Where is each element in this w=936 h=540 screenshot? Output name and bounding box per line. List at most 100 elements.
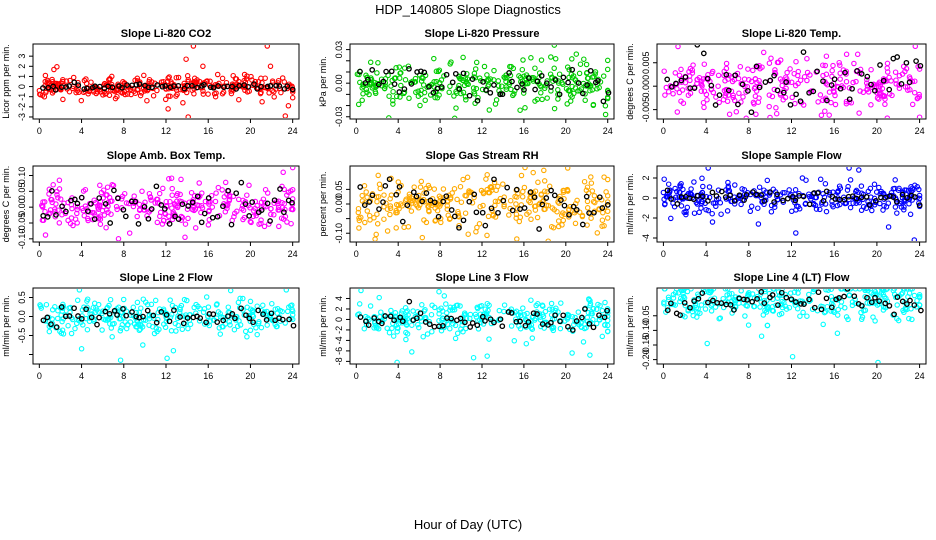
data-point bbox=[810, 289, 817, 295]
data-point bbox=[592, 199, 598, 206]
mean-point bbox=[811, 304, 818, 311]
data-point bbox=[853, 78, 859, 85]
data-point bbox=[276, 207, 283, 213]
mean-point bbox=[756, 84, 763, 91]
data-point bbox=[682, 79, 689, 86]
data-point bbox=[144, 213, 150, 219]
data-point bbox=[81, 212, 88, 219]
mean-point bbox=[600, 98, 607, 105]
data-point bbox=[225, 304, 232, 310]
data-point bbox=[195, 194, 202, 201]
data-point bbox=[484, 186, 490, 193]
data-point bbox=[689, 195, 696, 201]
mean-point bbox=[868, 81, 874, 88]
mean-point bbox=[853, 195, 860, 202]
x-tick-label: 0 bbox=[37, 249, 42, 259]
panel-title: Slope Li-820 CO2 bbox=[121, 28, 211, 40]
mean-point bbox=[705, 299, 711, 306]
mean-point bbox=[189, 199, 196, 206]
data-point bbox=[431, 186, 438, 192]
data-point bbox=[592, 71, 598, 77]
data-point bbox=[359, 97, 365, 104]
mean-point bbox=[399, 318, 406, 325]
data-point bbox=[485, 307, 491, 314]
data-point bbox=[79, 205, 86, 212]
data-point bbox=[586, 296, 592, 302]
mean-point bbox=[148, 206, 155, 212]
data-point bbox=[452, 335, 459, 342]
data-point bbox=[356, 301, 363, 307]
mean-point bbox=[413, 315, 420, 322]
data-point bbox=[748, 78, 755, 85]
mean-point bbox=[495, 209, 501, 216]
data-point bbox=[200, 88, 206, 94]
mean-point bbox=[177, 314, 183, 320]
data-point bbox=[69, 205, 75, 212]
mean-point bbox=[483, 87, 489, 93]
data-point bbox=[59, 318, 65, 325]
x-tick-label: 20 bbox=[245, 249, 255, 259]
data-point bbox=[284, 308, 291, 315]
data-point bbox=[51, 66, 57, 73]
data-point bbox=[466, 188, 472, 194]
outlier-point bbox=[264, 45, 271, 49]
mean-point bbox=[482, 222, 489, 229]
data-point bbox=[545, 202, 552, 209]
data-point bbox=[588, 174, 594, 180]
data-point bbox=[569, 313, 576, 320]
data-point bbox=[112, 95, 119, 102]
panel-title: Slope Li-820 Pressure bbox=[425, 28, 540, 40]
data-point bbox=[787, 66, 793, 72]
data-point bbox=[583, 61, 590, 68]
data-point bbox=[874, 95, 881, 101]
data-point bbox=[564, 167, 571, 171]
data-point bbox=[885, 200, 892, 206]
data-point bbox=[564, 64, 571, 70]
data-point bbox=[491, 179, 498, 186]
data-point bbox=[723, 90, 729, 97]
mean-point bbox=[388, 68, 395, 75]
data-point bbox=[479, 86, 486, 93]
mean-point bbox=[775, 302, 781, 308]
data-point bbox=[448, 59, 454, 65]
data-point bbox=[272, 306, 279, 312]
data-point bbox=[569, 56, 575, 62]
data-point bbox=[604, 215, 611, 221]
data-point bbox=[251, 208, 257, 214]
x-tick-label: 20 bbox=[245, 371, 255, 381]
mean-point bbox=[263, 317, 270, 323]
mean-point bbox=[491, 82, 497, 88]
data-point bbox=[393, 209, 399, 216]
mean-point bbox=[538, 72, 545, 79]
data-point bbox=[165, 93, 172, 99]
data-point bbox=[525, 74, 531, 81]
data-point bbox=[698, 205, 704, 211]
x-tick-label: 12 bbox=[477, 249, 487, 259]
mean-point bbox=[506, 70, 512, 76]
outlier-point bbox=[190, 45, 197, 49]
mean-point bbox=[605, 89, 612, 96]
mean-point bbox=[440, 322, 446, 329]
data-point bbox=[156, 326, 162, 333]
data-point bbox=[691, 179, 697, 185]
mean-point bbox=[780, 197, 786, 204]
data-point bbox=[817, 206, 823, 213]
mean-point bbox=[419, 198, 426, 205]
data-point bbox=[715, 72, 722, 79]
data-point bbox=[470, 85, 477, 91]
data-point bbox=[390, 88, 396, 95]
mean-point bbox=[267, 82, 274, 89]
data-point bbox=[394, 328, 400, 335]
data-point bbox=[460, 89, 467, 96]
data-point bbox=[405, 63, 412, 69]
mean-point bbox=[841, 196, 848, 203]
mean-point bbox=[175, 82, 182, 89]
mean-point bbox=[71, 196, 78, 203]
outlier-point bbox=[283, 289, 290, 293]
mean-point bbox=[525, 319, 532, 325]
data-point bbox=[236, 318, 242, 324]
outlier-point bbox=[37, 91, 44, 98]
outlier-point bbox=[182, 234, 188, 241]
data-point bbox=[695, 293, 702, 299]
